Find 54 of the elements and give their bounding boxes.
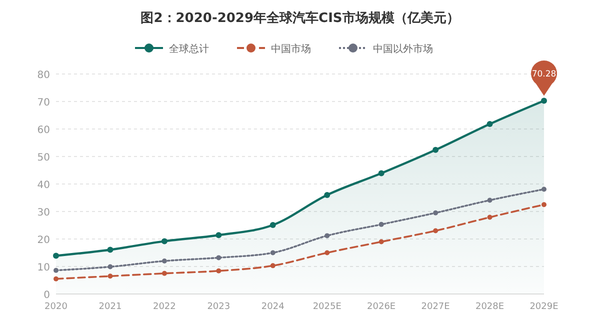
- y-tick-label: 70: [37, 98, 50, 108]
- x-tick-label: 2020: [44, 302, 68, 312]
- y-tick-label: 40: [37, 180, 50, 191]
- point: [378, 170, 384, 176]
- annotation: 70.28: [532, 70, 556, 80]
- point: [324, 233, 330, 238]
- x-tick-label: 2023: [207, 302, 230, 312]
- x-tick-label: 2026E: [367, 302, 396, 312]
- point: [542, 186, 546, 192]
- point: [161, 238, 168, 244]
- point: [108, 274, 113, 279]
- point: [378, 222, 384, 227]
- point: [324, 192, 330, 198]
- legend-label: 全球总计: [169, 43, 209, 55]
- chart-title: 图2：2020-2029年全球汽车CIS市场规模（亿美元）: [140, 10, 460, 26]
- point: [541, 98, 547, 104]
- point: [162, 258, 167, 264]
- y-tick-label: 30: [37, 208, 50, 218]
- point: [107, 246, 114, 253]
- point: [216, 255, 222, 260]
- point: [54, 276, 58, 282]
- point: [270, 250, 276, 256]
- x-tick-label: 2024: [261, 302, 285, 312]
- x-tick-label: 2027E: [421, 302, 450, 312]
- point: [542, 202, 546, 208]
- legend-label: 中国市场: [271, 43, 311, 55]
- point: [433, 210, 438, 216]
- point: [270, 222, 276, 228]
- x-tick-label: 2029E: [530, 302, 559, 312]
- point: [216, 268, 222, 274]
- y-tick-label: 20: [37, 235, 50, 246]
- point: [216, 232, 222, 238]
- legend-label: 中国以外市场: [373, 43, 433, 55]
- x-tick-label: 2021: [98, 302, 122, 312]
- point: [270, 263, 276, 268]
- y-tick-label: 50: [37, 152, 50, 164]
- point: [487, 198, 492, 203]
- x-tick-label: 2025E: [312, 302, 342, 312]
- y-tick-label: 80: [37, 70, 50, 81]
- point: [54, 268, 58, 273]
- point: [108, 264, 113, 270]
- point: [324, 250, 330, 256]
- point: [162, 270, 167, 276]
- y-tick-label: 0: [44, 290, 50, 301]
- x-tick-label: 2022: [152, 302, 176, 312]
- point: [53, 252, 59, 259]
- y-tick-label: 10: [37, 262, 50, 274]
- point: [486, 121, 493, 128]
- point: [378, 239, 384, 244]
- x-tick-label: 2028E: [475, 302, 504, 312]
- point: [487, 214, 492, 220]
- y-tick-label: 60: [37, 125, 50, 136]
- point: [433, 228, 438, 234]
- point: [432, 146, 439, 153]
